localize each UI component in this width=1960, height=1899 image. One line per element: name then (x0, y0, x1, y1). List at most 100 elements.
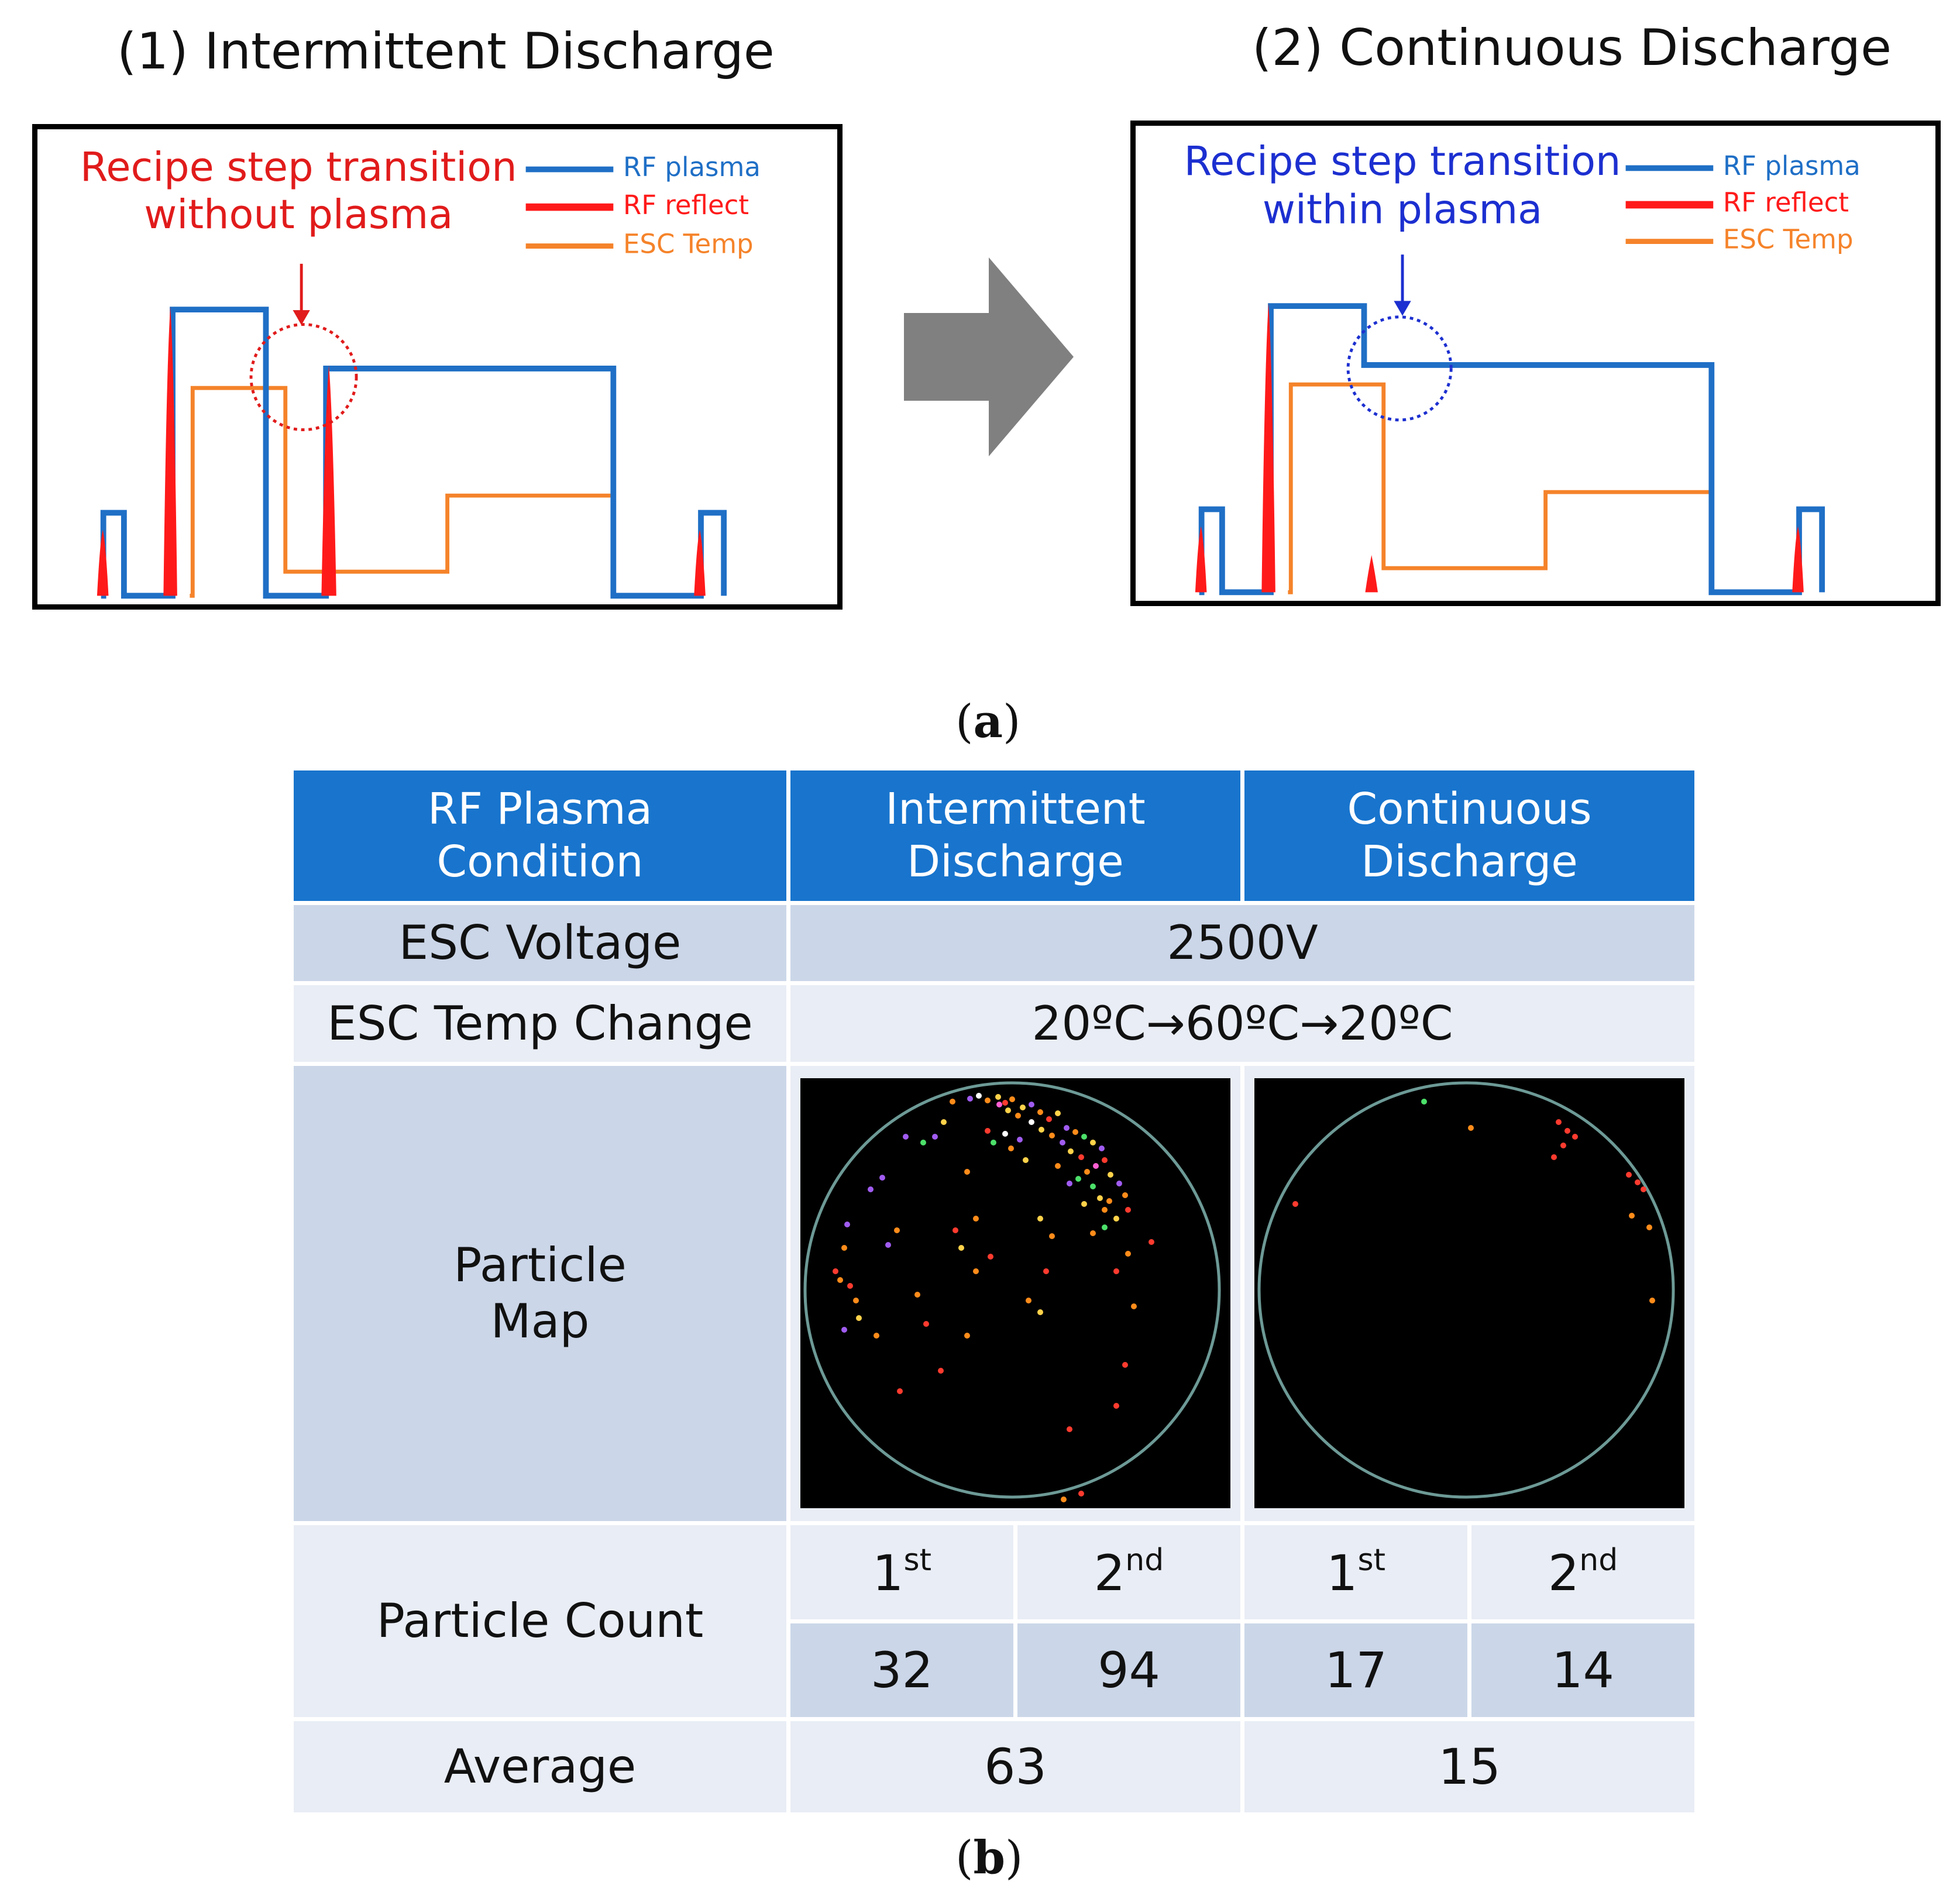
particle-dot (897, 1388, 903, 1395)
particle-dot (1039, 1127, 1044, 1133)
particle-dot (1646, 1224, 1653, 1231)
particle-dot (894, 1227, 900, 1234)
particle-dot (920, 1140, 926, 1146)
rf-reflect-peak (1365, 555, 1378, 593)
esc-voltage-label: ESC Voltage (294, 904, 786, 982)
particle-dot (1060, 1140, 1065, 1146)
particle-count-value: 94 (1017, 1623, 1241, 1718)
particle-dot (853, 1298, 859, 1304)
particle-dot (938, 1368, 944, 1374)
particle-dot (1084, 1169, 1090, 1175)
particle-dot (1125, 1207, 1131, 1213)
particle-dot (932, 1134, 938, 1140)
particle-dot (1049, 1233, 1055, 1240)
caption-b-open: ( (955, 1832, 974, 1884)
continuous-discharge-plot: Recipe step transition within plasma RF … (1184, 138, 1861, 596)
particle-count-value: 17 (1244, 1623, 1468, 1718)
particle-dot (1468, 1125, 1474, 1131)
esc-temp-line (1288, 382, 1712, 594)
particle-dot (1626, 1172, 1632, 1178)
particle-dot (1029, 1119, 1034, 1126)
header-continuous: Continuous Discharge (1244, 770, 1695, 901)
particle-dot (856, 1315, 862, 1322)
particle-dot (1090, 1184, 1096, 1190)
particle-dot (874, 1333, 879, 1339)
average-intermittent: 63 (790, 1721, 1241, 1812)
particle-dot (996, 1102, 1002, 1108)
continuous-wafer-map (1257, 1081, 1675, 1499)
annotation-arrow-head (293, 310, 310, 325)
particle-dot (1099, 1145, 1105, 1152)
particle-dot (1037, 1309, 1043, 1316)
header-continuous-line2: Discharge (1361, 837, 1578, 887)
particle-dot (1055, 1110, 1061, 1117)
particle-dot (1015, 1113, 1021, 1119)
average-row: Average 63 15 (294, 1721, 1695, 1812)
particle-dot (1149, 1239, 1154, 1246)
header-intermittent-line1: Intermittent (885, 784, 1146, 835)
particle-dot (1629, 1213, 1635, 1219)
particle-dot (1064, 1125, 1070, 1131)
particle-dot (985, 1128, 991, 1134)
run-ordinal-number: 2 (1094, 1544, 1126, 1602)
rf-reflect-peak (1792, 526, 1804, 593)
particle-dot (1055, 1163, 1061, 1169)
particle-count-value-row: 32 94 17 14 (294, 1623, 1695, 1718)
particle-dot (1068, 1148, 1074, 1155)
particle-dot (953, 1227, 958, 1234)
particle-count-value: 32 (790, 1623, 1013, 1718)
particle-dot (1017, 1137, 1023, 1143)
particle-dot (1102, 1224, 1108, 1231)
left-chart-title: (1) Intermittent Discharge (117, 22, 775, 81)
particle-dot (1046, 1116, 1052, 1123)
run-ordinal-number: 2 (1548, 1544, 1580, 1602)
rf-reflect-peak (694, 529, 706, 596)
legend-label-esc-temp: ESC Temp (623, 228, 754, 259)
run-ordinal-suffix: st (1357, 1542, 1385, 1578)
particle-dot (1026, 1298, 1031, 1304)
intermittent-particle-map (800, 1078, 1230, 1509)
particle-dot (1078, 1154, 1084, 1161)
run-ordinal: 2nd (1017, 1525, 1241, 1619)
particle-dot (1106, 1198, 1112, 1205)
header-condition-line2: Condition (436, 837, 644, 887)
particle-dot (1072, 1129, 1078, 1136)
particle-count-value: 14 (1471, 1623, 1695, 1718)
particle-dot (958, 1245, 964, 1251)
particle-dot (1029, 1102, 1034, 1108)
esc-voltage-value: 2500V (790, 904, 1695, 982)
particle-dot (1002, 1131, 1008, 1137)
continuous-map-cell (1244, 1065, 1695, 1522)
particle-dot (1556, 1119, 1562, 1126)
header-condition-line1: RF Plasma (427, 784, 653, 835)
particle-dot (1116, 1181, 1122, 1187)
particle-dot (973, 1268, 979, 1275)
annotation-line-2: within plasma (1263, 186, 1542, 233)
particle-dot (973, 1216, 979, 1222)
rf-reflect-peak (1195, 526, 1207, 593)
particle-dot (985, 1098, 991, 1104)
run-ordinal-suffix: nd (1125, 1542, 1164, 1578)
run-ordinal-number: 1 (1326, 1544, 1358, 1602)
particle-dot (1097, 1195, 1103, 1202)
particle-dot (1560, 1143, 1567, 1149)
continuous-particle-map (1254, 1078, 1685, 1509)
run-ordinal: 1st (790, 1525, 1013, 1619)
caption-a-letter: a (973, 695, 1003, 748)
run-ordinal: 1st (1244, 1525, 1468, 1619)
particle-count-ordinal-row: Particle Count 1st 2nd 1st 2nd (294, 1525, 1695, 1718)
caption-a: (a) (955, 695, 1020, 748)
particle-map-label-line1: Particle (453, 1237, 627, 1292)
header-intermittent: Intermittent Discharge (790, 770, 1241, 901)
particle-dot (991, 1140, 996, 1146)
particle-dot (885, 1242, 891, 1248)
particle-dot (1090, 1230, 1096, 1237)
average-label: Average (294, 1721, 786, 1812)
particle-dot (1113, 1403, 1119, 1409)
intermittent-map-cell (790, 1065, 1241, 1522)
wafer-outline (1257, 1081, 1675, 1499)
caption-a-open: ( (955, 696, 974, 748)
caption-a-close: ) (1002, 696, 1021, 748)
particle-dot (1090, 1140, 1096, 1146)
header-row: RF Plasma Condition Intermittent Dischar… (294, 770, 1695, 901)
